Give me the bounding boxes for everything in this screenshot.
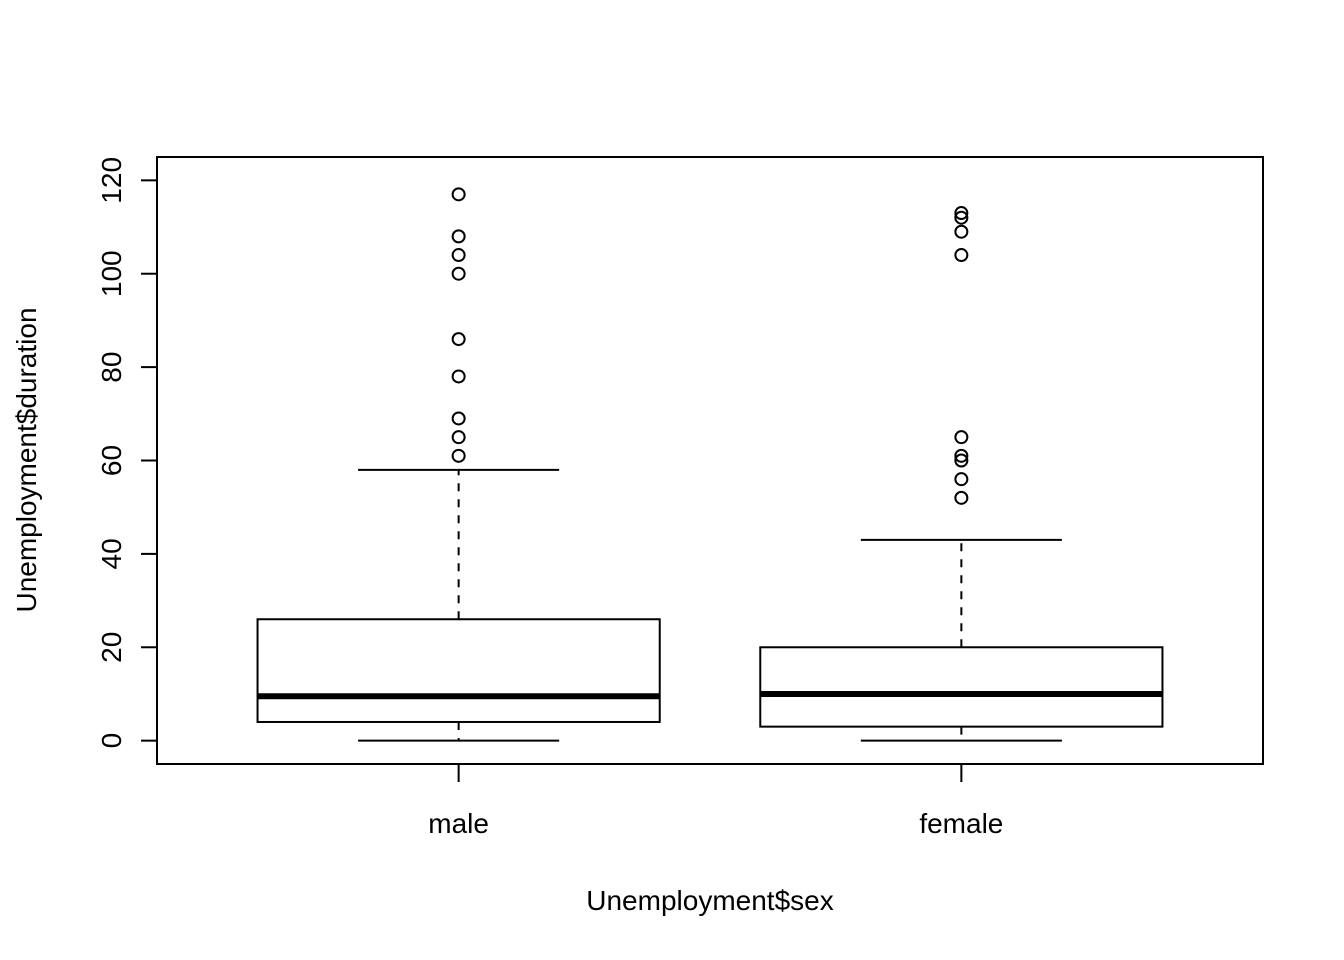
box-group-male	[256, 187, 661, 742]
y-axis: 0 20 40 60 80 100 120	[96, 157, 158, 749]
iqr-box	[256, 618, 661, 723]
y-tick-label: 0	[96, 733, 127, 749]
x-tick-label: female	[919, 808, 1003, 839]
x-axis: male female	[428, 764, 1003, 839]
outlier-point	[451, 448, 466, 463]
boxes	[256, 187, 1164, 742]
outlier-point	[954, 224, 969, 239]
outlier-point	[954, 430, 969, 445]
outlier-point	[954, 448, 969, 463]
outlier-point	[954, 490, 969, 505]
outlier-point	[451, 411, 466, 426]
outlier-point	[451, 430, 466, 445]
outlier-point	[451, 187, 466, 202]
x-axis-label: Unemployment$sex	[586, 885, 833, 916]
outlier-point	[451, 248, 466, 263]
y-tick-label: 60	[96, 445, 127, 476]
y-tick-label: 120	[96, 157, 127, 204]
x-tick-label: male	[428, 808, 489, 839]
outlier-point	[954, 248, 969, 263]
y-tick-label: 100	[96, 250, 127, 297]
outlier-point	[954, 453, 969, 468]
y-tick-label: 40	[96, 538, 127, 569]
y-tick-label: 80	[96, 352, 127, 383]
outlier-point	[954, 206, 969, 221]
y-axis-label: Unemployment$duration	[11, 307, 42, 612]
outlier-point	[451, 266, 466, 281]
box-group-female	[759, 206, 1164, 742]
outlier-point	[451, 369, 466, 384]
outlier-point	[451, 332, 466, 347]
outlier-point	[954, 472, 969, 487]
outlier-point	[954, 210, 969, 225]
y-tick-label: 20	[96, 632, 127, 663]
iqr-box	[759, 646, 1164, 728]
outlier-point	[451, 229, 466, 244]
